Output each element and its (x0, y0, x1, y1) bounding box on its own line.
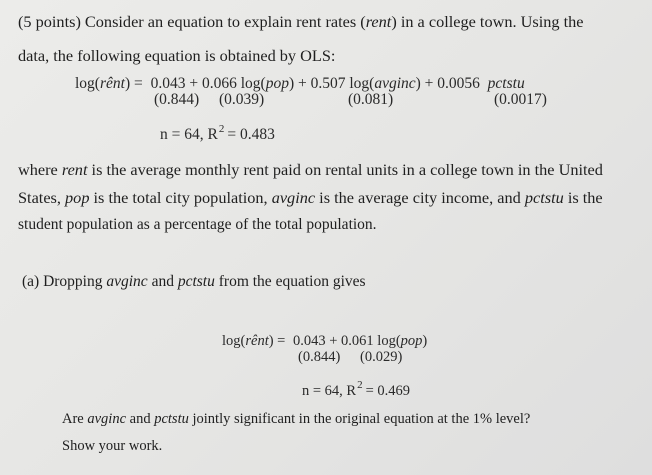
question-intro-line2: data, the following equation is obtained… (18, 46, 336, 65)
question-intro: (5 points) Consider an equation to expla… (18, 12, 584, 31)
question-ask: Are avginc and pctstu jointly significan… (62, 411, 531, 427)
se-pop-2: (0.029) (360, 349, 403, 365)
definitions-line3: student population as a percentage of th… (18, 216, 377, 233)
se-const-2: (0.844) (298, 349, 341, 365)
se-const: (0.844) (154, 91, 200, 108)
definitions-line2: States, pop is the total city population… (18, 188, 603, 207)
equation-1-stats: n = 64, R2 = 0.483 (160, 123, 275, 143)
se-pctstu: (0.0017) (494, 91, 547, 108)
se-pop: (0.039) (219, 91, 265, 108)
show-work: Show your work. (62, 438, 163, 454)
part-a-prompt: (a) Dropping avginc and pctstu from the … (22, 273, 366, 290)
se-avginc: (0.081) (348, 91, 394, 108)
equation-1: log(rênt) = 0.043 + 0.066 log(pop) + 0.5… (75, 75, 525, 92)
equation-2: log(rênt) = 0.043 + 0.061 log(pop) (222, 333, 428, 349)
definitions-line1: where rent is the average monthly rent p… (18, 160, 603, 179)
equation-2-stats: n = 64, R2 = 0.469 (302, 379, 411, 399)
